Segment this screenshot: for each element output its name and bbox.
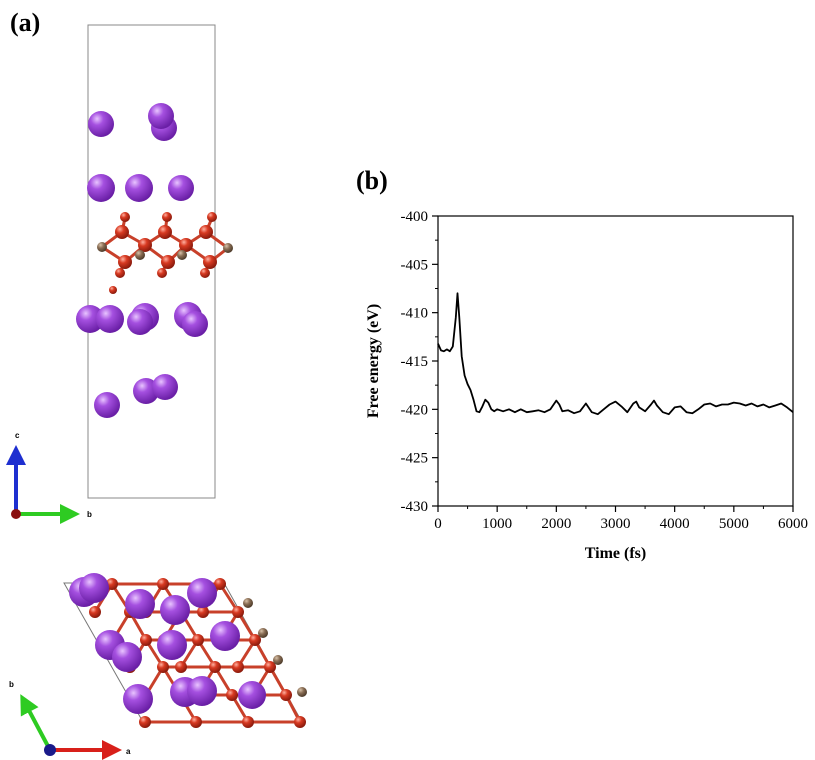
large-atom [87,174,115,202]
y-tick-label: -425 [401,451,429,467]
small-atom [179,238,193,252]
free-energy-series-line [437,292,794,416]
small-atom [115,268,125,278]
axis-letter-b: b [87,510,92,519]
x-tick-label: 0 [434,516,442,532]
x-tick-label: 6000 [778,516,808,532]
small-atom [157,268,167,278]
small-atom [207,212,217,222]
large-atom [168,175,194,201]
bridge-atom [177,250,187,260]
top-view-atoms [69,573,307,728]
small-atom [200,268,210,278]
side-view-atoms [76,103,233,418]
small-atom [199,225,213,239]
small-atom [118,255,132,269]
large-atom [94,392,120,418]
axis-letter-b-top: b [9,680,14,689]
small-atom [115,225,129,239]
bridge-atom [97,242,107,252]
x-tick-label: 3000 [601,516,631,532]
small-atom [120,212,130,222]
x-axis-title: Time (fs) [585,545,646,562]
panel-label-a: (a) [10,8,41,37]
top-view-axes-indicator: b a [9,680,131,760]
x-tick-label: 1000 [482,516,512,532]
bridge-atom [223,243,233,253]
small-atom [203,255,217,269]
x-tick-label: 4000 [660,516,690,532]
large-atom [148,103,174,129]
x-tick-label: 5000 [719,516,749,532]
y-tick-label: -405 [401,257,429,273]
large-atom [96,305,124,333]
small-atom [161,255,175,269]
axis-letter-c: c [15,431,20,440]
side-view-axes-indicator: c b [6,431,92,524]
y-tick-label: -415 [401,354,429,370]
small-atom [158,225,172,239]
y-tick-label: -420 [401,402,429,418]
plot-frame [437,215,794,507]
y-tick-label: -430 [401,499,429,515]
large-atom [152,374,178,400]
large-atom [88,111,114,137]
y-tick-label: -400 [401,209,429,225]
small-atom [162,212,172,222]
x-tick-label: 2000 [541,516,571,532]
panel-label-b: (b) [356,166,388,195]
bridge-atom [135,250,145,260]
large-atom [76,305,104,333]
small-atom [109,286,117,294]
large-atom [182,311,208,337]
axis-letter-a: a [126,747,131,756]
y-tick-label: -410 [401,306,429,322]
y-axis-title: Free energy (eV) [365,304,382,418]
large-atom [127,309,153,335]
large-atom [125,174,153,202]
small-atom [138,238,152,252]
